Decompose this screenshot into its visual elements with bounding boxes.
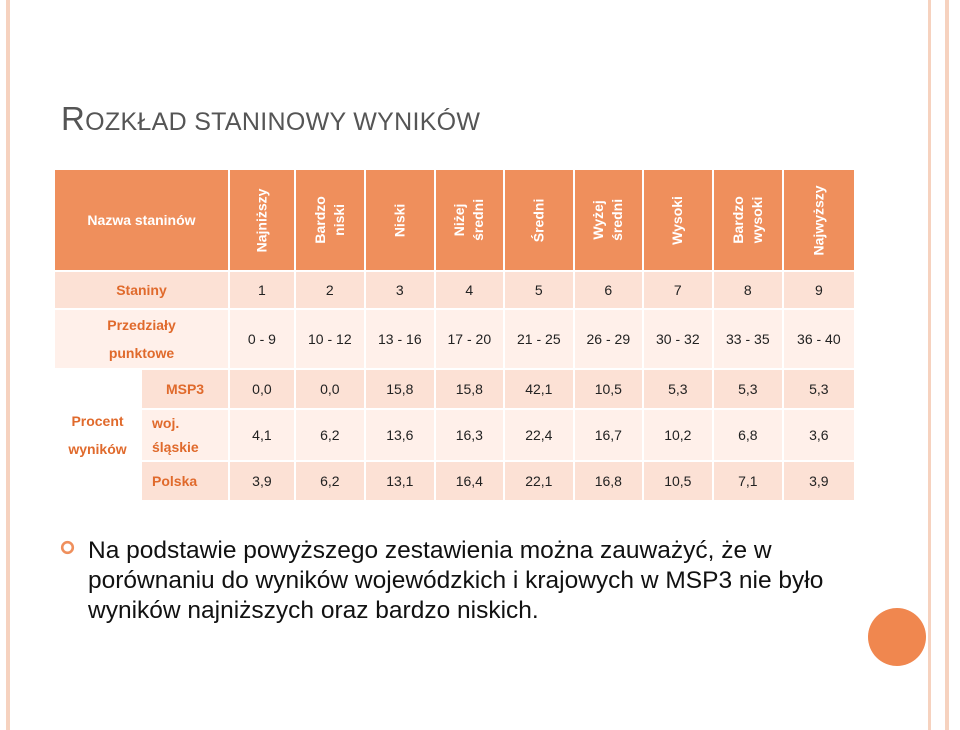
stanine-name-6a: Wyżej xyxy=(590,200,607,240)
table-cell: 6,8 xyxy=(711,408,784,462)
stanine-name: Najwyższy xyxy=(781,168,856,272)
table-cell: 6 xyxy=(572,270,644,310)
table-cell: 10,5 xyxy=(641,460,714,502)
stanine-name-8b: wysoki xyxy=(748,196,765,244)
table-cell: 33 - 35 xyxy=(711,308,784,370)
stanine-name: Niżej średni xyxy=(433,168,505,272)
przedzialy-label: Przedziały punktowe xyxy=(53,308,230,370)
table-cell: 16,4 xyxy=(433,460,505,502)
table-cell: 15,8 xyxy=(363,368,436,410)
table-cell: 13,6 xyxy=(363,408,436,462)
table-cell: 26 - 29 xyxy=(572,308,644,370)
table-cell: 22,4 xyxy=(502,408,575,462)
procent-label-line2: wyników xyxy=(68,441,127,457)
stanine-name-1: Najniższy xyxy=(253,188,270,252)
title-rest: OZKŁAD STANINOWY WYNIKÓW xyxy=(85,108,481,136)
table-cell: 16,7 xyxy=(572,408,644,462)
decor-line-right-2 xyxy=(945,0,949,730)
stanine-name-4a: Niżej xyxy=(451,203,468,237)
stanine-name-3: Niski xyxy=(391,203,408,237)
decor-line-left xyxy=(6,0,10,730)
decor-circle xyxy=(868,608,926,666)
slaskie-row: woj. śląskie 4,1 6,2 13,6 16,3 22,4 16,7 … xyxy=(54,408,856,462)
table-cell: 5,3 xyxy=(781,368,856,410)
table-cell: 15,8 xyxy=(433,368,505,410)
table-cell: 3,9 xyxy=(228,460,296,502)
stanine-name-9: Najwyższy xyxy=(810,184,827,256)
table-cell: 5,3 xyxy=(711,368,784,410)
slide-title: ROZKŁAD STANINOWY WYNIKÓW xyxy=(61,100,480,138)
przedzialy-label-line1: Przedziały xyxy=(107,317,176,333)
table-cell: 4 xyxy=(433,270,505,310)
table-cell: 30 - 32 xyxy=(641,308,714,370)
table-cell: 42,1 xyxy=(502,368,575,410)
stanine-name: Wysoki xyxy=(641,168,714,272)
table-cell: 0,0 xyxy=(293,368,366,410)
stanine-name-5: Średni xyxy=(530,198,547,242)
table-cell: 10 - 12 xyxy=(293,308,366,370)
table-cell: 6,2 xyxy=(293,460,366,502)
table-cell: 36 - 40 xyxy=(781,308,856,370)
stanine-name-7: Wysoki xyxy=(669,195,686,245)
polska-row: Polska 3,9 6,2 13,1 16,4 22,1 16,8 10,5 … xyxy=(54,460,856,502)
header-row: Nazwa staninów Najniższy Bardzo niski Nis… xyxy=(53,168,856,272)
row-label-slaskie: woj. śląskie xyxy=(140,408,230,462)
table-cell: 16,3 xyxy=(433,408,505,462)
table-cell: 10,2 xyxy=(641,408,714,462)
staniny-row: Staniny 1 2 3 4 5 6 7 8 9 xyxy=(53,270,856,310)
summary-text: Na podstawie powyższego zestawienia możn… xyxy=(88,537,824,624)
stanine-name: Bardzo wysoki xyxy=(711,168,784,272)
header-label: Nazwa staninów xyxy=(53,168,230,272)
table-cell: 10,5 xyxy=(572,368,644,410)
table-cell: 9 xyxy=(781,270,856,310)
table-cell: 6,2 xyxy=(293,408,366,462)
table-cell: 2 xyxy=(293,270,366,310)
stanine-name-4b: średni xyxy=(470,198,487,242)
row-label-polska: Polska xyxy=(140,460,230,502)
row-label-msp3: MSP3 xyxy=(140,368,230,410)
przedzialy-label-line2: punktowe xyxy=(108,345,175,361)
table-cell: 8 xyxy=(711,270,784,310)
stanine-name: Średni xyxy=(502,168,575,272)
table-cell: 5,3 xyxy=(641,368,714,410)
table-cell: 0 - 9 xyxy=(228,308,296,370)
stanine-name: Bardzo niski xyxy=(293,168,366,272)
stanine-name-6b: średni xyxy=(609,198,626,242)
procent-label: Procent wyników xyxy=(53,368,142,502)
stanine-name-2a: Bardzo xyxy=(311,196,328,244)
table-cell: 13 - 16 xyxy=(363,308,436,370)
table-cell: 7 xyxy=(641,270,714,310)
table-cell: 5 xyxy=(502,270,575,310)
table-cell: 3,9 xyxy=(781,460,856,502)
table-cell: 1 xyxy=(228,270,296,310)
table-cell: 16,8 xyxy=(572,460,644,502)
stanine-name: Niski xyxy=(363,168,436,272)
przedzialy-row: Przedziały punktowe 0 - 9 10 - 12 13 - 16… xyxy=(53,308,856,370)
stanine-table: Nazwa staninów Najniższy Bardzo niski Nis… xyxy=(53,168,856,502)
msp3-row: Procent wyników MSP3 0,0 0,0 15,8 15,8 42… xyxy=(53,368,856,502)
procent-label-line1: Procent xyxy=(71,413,124,429)
table-cell: 17 - 20 xyxy=(433,308,505,370)
table-cell: 4,1 xyxy=(228,408,296,462)
stanine-name-8a: Bardzo xyxy=(729,196,746,244)
row-label-slaskie-line1: woj. xyxy=(152,415,180,431)
table-cell: 21 - 25 xyxy=(502,308,575,370)
table-cell: 3,6 xyxy=(781,408,856,462)
bullet-ring-icon xyxy=(60,540,75,555)
table-cell: 3 xyxy=(363,270,436,310)
table-cell: 22,1 xyxy=(502,460,575,502)
table-cell: 7,1 xyxy=(711,460,784,502)
stanine-name: Najniższy xyxy=(228,168,296,272)
decor-line-right-1 xyxy=(928,0,931,730)
title-first-letter: R xyxy=(61,100,86,137)
stanine-name-2b: niski xyxy=(330,204,347,236)
row-label-slaskie-line2: śląskie xyxy=(152,439,199,455)
table-cell: 13,1 xyxy=(363,460,436,502)
staniny-label: Staniny xyxy=(53,270,230,310)
table-cell: 0,0 xyxy=(228,368,296,410)
stanine-name: Wyżej średni xyxy=(572,168,644,272)
